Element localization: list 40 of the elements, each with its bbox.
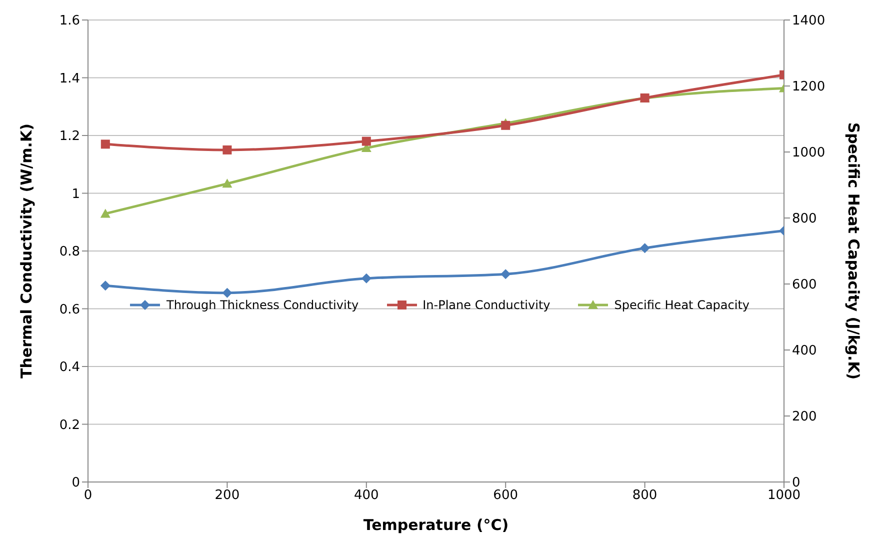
y-tick-label: 0 [72,476,80,491]
y2-axis-title: Specific Heat Capacity (J/kg.K) [844,122,863,380]
y-tick-label: 1.6 [59,14,80,29]
legend-label: In-Plane Conductivity [422,298,550,312]
legend-label: Specific Heat Capacity [613,298,750,312]
legend-label: Through Thickness Conductivity [165,298,359,312]
point [640,243,650,254]
y-tick-label: 0.6 [59,302,80,318]
y-axis-title: Thermal Conductivity (W/m.K) [17,124,36,378]
point [100,208,110,218]
x-axis-title: Temperature (°C) [363,516,509,534]
y2-tick-label: 600 [792,278,817,293]
y2-tick-label: 1000 [792,146,826,161]
y2-tick-label: 1200 [792,80,826,95]
point [501,120,510,130]
y2-tick-label: 0 [792,476,800,491]
y-tick-label: 1.2 [59,129,80,144]
x-tick-label: 800 [632,488,658,504]
point [100,140,110,149]
y-tick-label: 0.4 [59,360,80,376]
y2-tick-label: 400 [792,344,817,359]
y-tick-label: 0.8 [59,244,80,260]
y2-tick-label: 200 [792,410,817,425]
y-tick-label: 0.2 [59,418,80,433]
y2-tick-label: 1400 [792,14,826,29]
x-tick-label: 400 [354,488,379,504]
x-tick-label: 600 [493,488,518,504]
point [222,145,232,154]
x-tick-label: 1000 [767,488,801,504]
y2-tick-label: 800 [792,212,817,227]
point [222,288,232,298]
x-tick-label: 0 [84,488,92,504]
x-tick-label: 200 [214,488,240,504]
point [362,136,371,146]
y-tick-label: 1.4 [59,71,80,86]
y-tick-label: 1 [72,186,80,202]
point [222,178,232,188]
point [100,280,110,291]
point [500,269,511,280]
point [361,273,372,284]
